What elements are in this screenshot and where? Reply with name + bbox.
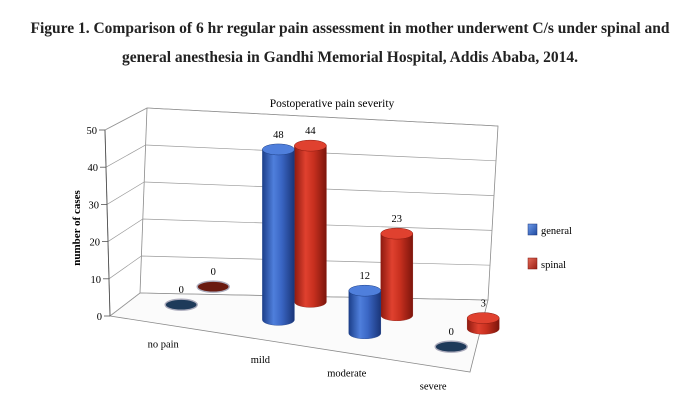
bar-top — [294, 139, 327, 152]
data-label: 48 — [273, 130, 284, 141]
bar-top — [466, 312, 500, 324]
gridline — [105, 144, 497, 168]
data-label: 0 — [179, 285, 184, 296]
legend-label-general: general — [541, 226, 572, 237]
bar-top — [348, 284, 382, 297]
chart-legend: general spinal — [527, 223, 572, 271]
bar-general-mild — [262, 143, 295, 326]
chart-labels: no pain mild moderate severe 0 44 23 3 0 48 12 0 — [148, 126, 486, 393]
caption-line-1: Figure 1. Comparison of 6 hr regular pai… — [30, 20, 670, 37]
chart-axes: 0 10 20 30 40 50 — [87, 126, 111, 323]
y-tick-label: 50 — [87, 126, 98, 137]
data-label: 12 — [360, 271, 371, 282]
bar-spinal-severe — [466, 312, 500, 335]
data-label: 0 — [449, 327, 454, 338]
data-label: 0 — [211, 267, 216, 278]
y-tick-label: 30 — [89, 200, 100, 211]
x-tick-label: no pain — [148, 340, 180, 351]
bar-general-moderate — [348, 284, 382, 339]
bar-body — [348, 290, 381, 339]
bar-general-no-pain — [164, 298, 198, 311]
gridline — [104, 107, 499, 131]
legend-swatch-spinal — [527, 257, 538, 270]
gridline — [107, 218, 493, 242]
gridline — [106, 181, 495, 205]
y-tick-label: 10 — [91, 275, 102, 286]
legend-swatch-general — [527, 223, 538, 236]
bar-zero — [434, 340, 468, 353]
x-tick-label: moderate — [327, 368, 366, 379]
figure-caption: Figure 1. Comparison of 6 hr regular pai… — [0, 14, 700, 72]
chart-title: Postoperative pain severity — [270, 98, 395, 110]
y-axis — [104, 129, 111, 317]
bar-body — [262, 149, 295, 326]
data-label: 44 — [305, 126, 316, 137]
y-tick-label: 40 — [88, 163, 99, 174]
chart-bars — [164, 139, 500, 353]
data-label: 3 — [481, 299, 486, 310]
bar-top — [380, 227, 414, 240]
x-tick-label: mild — [251, 355, 271, 366]
bar-body — [380, 233, 413, 321]
bar-zero — [164, 298, 198, 311]
bar-general-severe — [434, 340, 468, 353]
y-axis-label: number of cases — [71, 189, 83, 265]
bar-top — [262, 143, 295, 156]
bar-spinal-mild — [294, 139, 327, 308]
y-tick-label: 20 — [90, 238, 101, 249]
x-tick-label: severe — [420, 382, 447, 393]
wall-corner — [139, 107, 148, 294]
y-tick-label: 0 — [97, 312, 102, 323]
data-label: 23 — [392, 214, 403, 225]
gridline — [108, 255, 491, 280]
bar-body — [294, 145, 327, 308]
caption-line-2: general anesthesia in Gandhi Memorial Ho… — [121, 49, 579, 66]
bar-zero — [196, 280, 230, 293]
bar-spinal-moderate — [380, 227, 414, 321]
bar-spinal-no-pain — [196, 280, 230, 293]
legend-label-spinal: spinal — [541, 260, 566, 271]
